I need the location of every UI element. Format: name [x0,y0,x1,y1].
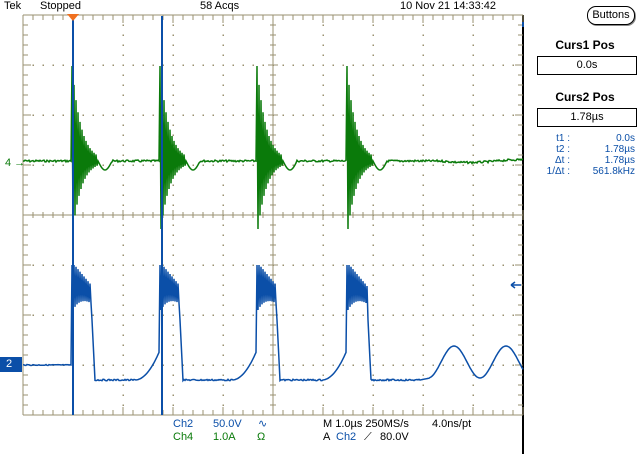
trigger-prefix: A [323,431,331,443]
ch2-ground-marker[interactable]: 2 → [0,357,22,385]
trigger-level-arrow-icon[interactable] [510,281,521,289]
readout-t2: t2 :1.78µs [556,144,635,155]
ch4-scale[interactable]: 1.0A [213,431,236,443]
readout-delta-t: Δt :1.78µs [554,155,635,166]
cursors[interactable] [67,14,524,415]
ch2-scale[interactable]: 50.0V [213,418,242,430]
record-position-icon [522,22,524,27]
bandwidth-limit-icon: ∿ [258,418,268,430]
arrow-right-icon: → [11,157,26,169]
cursor-readout: t1 :0.0s t2 :1.78µs Δt :1.78µs 1/Δt :561… [538,133,635,177]
ch4-marker-label: 4 [5,157,12,169]
ch2-marker-label: 2 [6,358,13,370]
trigger-level[interactable]: 80.0V [380,431,409,443]
readout-t1: t1 :0.0s [556,133,635,144]
ch4-label[interactable]: Ch4 [173,431,194,443]
run-state: Stopped [40,0,81,12]
curs2-position-field[interactable]: 1.78µs [537,108,637,127]
brand-label: Tek [4,0,22,12]
datetime: 10 Nov 21 14:33:42 [400,0,497,12]
buttons-button[interactable]: Buttons [587,6,635,25]
ch4-ground-marker[interactable]: 4 → [5,157,25,169]
arrow-right-icon: → [6,373,17,385]
rising-edge-icon: ⟋ [364,431,372,443]
curs1-position-field[interactable]: 0.0s [537,56,637,75]
readout-frequency: 1/Δt :561.8kHz [546,166,635,177]
horizontal-scale[interactable]: M 1.0µs 250MS/s [323,418,409,430]
graticule [22,14,524,454]
trigger-source[interactable]: Ch2 [336,431,357,443]
ch2-label[interactable]: Ch2 [173,418,194,430]
ohm-icon: Ω [257,431,266,443]
curs2-title: Curs2 Pos [555,90,615,104]
acquisition-count: 58 Acqs [200,0,240,12]
record-resolution: 4.0ns/pt [432,418,472,430]
curs1-title: Curs1 Pos [555,38,615,52]
trigger-position-marker-icon[interactable] [67,14,79,21]
waveforms [22,65,524,383]
